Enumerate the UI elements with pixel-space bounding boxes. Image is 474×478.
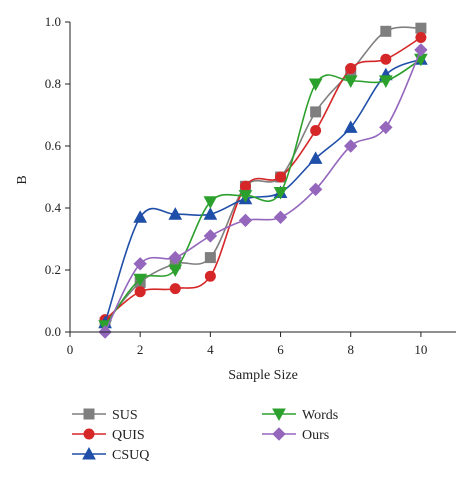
data-point-sus — [415, 22, 427, 34]
series-csuq — [98, 52, 428, 329]
data-point-csuq — [203, 207, 218, 220]
legend-marker — [272, 427, 286, 441]
data-point-quis — [345, 63, 357, 74]
data-point-words — [378, 75, 393, 88]
x-tick-label: 8 — [347, 342, 354, 357]
legend-item-sus: SUS — [72, 408, 138, 423]
data-point-words — [168, 264, 183, 278]
legend: SUS QUIS CSUQ Words Ours — [72, 408, 338, 463]
legend-item-csuq: CSUQ — [72, 446, 149, 463]
legend-item-ours: Ours — [262, 427, 329, 443]
data-point-words — [343, 75, 358, 88]
data-point-sus — [310, 106, 322, 118]
x-tick-label: 0 — [67, 342, 74, 357]
x-tick-label: 2 — [137, 342, 144, 357]
series-line-csuq — [104, 58, 422, 323]
legend-marker — [83, 408, 95, 420]
data-point-ours — [308, 182, 323, 197]
series-line-sus — [104, 26, 421, 324]
data-point-quis — [239, 180, 251, 192]
legend-label: QUIS — [112, 428, 145, 443]
x-tick-label: 4 — [207, 342, 214, 357]
legend-marker — [272, 408, 286, 422]
y-tick-label: 0.0 — [45, 324, 61, 339]
legend-label: CSUQ — [112, 448, 149, 463]
data-point-words — [238, 190, 253, 203]
data-point-csuq — [343, 120, 358, 133]
series-line-quis — [104, 36, 422, 321]
legend-marker — [83, 428, 95, 440]
data-point-sus — [204, 252, 216, 264]
data-point-csuq — [308, 151, 323, 164]
data-point-ours — [133, 257, 147, 271]
series-line-ours — [104, 49, 422, 333]
plot-area — [98, 22, 428, 339]
y-tick-label: 0.2 — [45, 262, 61, 277]
axes — [69, 22, 456, 333]
data-point-csuq — [168, 207, 183, 220]
series-quis — [99, 32, 427, 326]
data-point-sus — [380, 25, 392, 37]
data-point-quis — [380, 53, 392, 65]
data-point-quis — [310, 125, 322, 136]
y-tick-label: 0.4 — [45, 200, 62, 215]
y-tick-label: 1.0 — [45, 14, 61, 29]
data-point-quis — [134, 286, 146, 298]
legend-label: Words — [302, 408, 338, 423]
data-point-words — [308, 78, 323, 92]
data-point-ours — [414, 43, 428, 57]
legend-label: SUS — [112, 408, 138, 423]
x-axis-title: Sample Size — [228, 368, 298, 383]
series-words — [98, 53, 428, 333]
data-point-csuq — [133, 210, 148, 223]
data-point-ours — [344, 139, 358, 153]
legend-marker — [82, 446, 96, 460]
data-point-ours — [203, 229, 218, 243]
series-sus — [99, 22, 427, 329]
data-point-ours — [379, 120, 393, 135]
data-point-ours — [168, 250, 182, 265]
ticks: 0 2 4 6 8 10 0.0 0.2 0.4 0.6 0.8 1.0 — [45, 14, 428, 357]
series-line-words — [104, 58, 422, 327]
data-point-quis — [275, 171, 287, 183]
data-point-ours — [238, 213, 253, 228]
legend-item-words: Words — [262, 408, 338, 423]
data-point-words — [133, 273, 148, 287]
data-point-words — [273, 187, 288, 200]
y-tick-label: 0.8 — [45, 76, 61, 91]
legend-item-quis: QUIS — [72, 428, 145, 443]
legend-label: Ours — [302, 428, 329, 443]
data-point-ours — [273, 210, 288, 225]
y-tick-label: 0.6 — [45, 138, 62, 153]
x-tick-label: 10 — [414, 342, 427, 357]
data-point-quis — [169, 283, 181, 295]
y-axis-title: B — [15, 175, 30, 184]
data-point-quis — [204, 270, 216, 282]
series-ours — [98, 43, 428, 339]
x-tick-label: 6 — [277, 342, 284, 357]
data-point-words — [203, 196, 218, 209]
data-point-quis — [415, 32, 427, 43]
